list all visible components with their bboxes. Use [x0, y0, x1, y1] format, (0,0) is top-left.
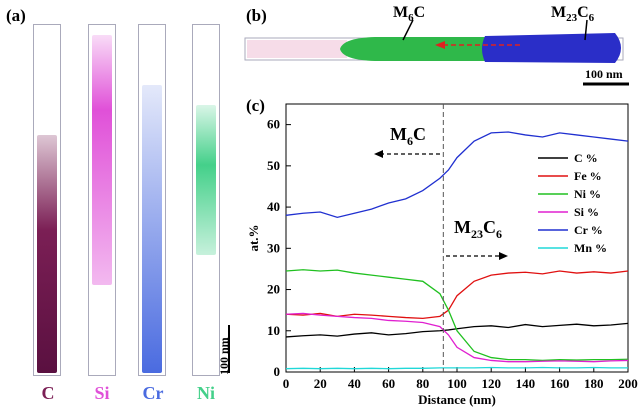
y-axis-label: at.%	[246, 224, 261, 251]
y-tick-label: 20	[267, 282, 280, 297]
b-m6c-region	[340, 37, 495, 61]
b-m23c6-region	[482, 33, 621, 63]
series-line-si	[285, 312, 629, 363]
y-tick-label: 0	[274, 364, 281, 379]
y-tick-label: 10	[267, 323, 280, 338]
b-m6c-pointer	[402, 19, 414, 41]
x-tick-label: 120	[481, 376, 501, 391]
b-m6c-label: M6C	[393, 4, 425, 24]
c-m23c6-arrow-head	[499, 252, 508, 260]
series-line-cr	[285, 131, 629, 219]
y-tick-label: 30	[267, 240, 280, 255]
x-tick-label: 180	[584, 376, 604, 391]
a-scale-label: 100 nm	[217, 337, 231, 375]
legend-label: Cr %	[574, 223, 603, 237]
panel-b-label: (b)	[246, 6, 267, 25]
ni-element-label: Ni	[197, 383, 215, 403]
b-profile-arrow-head	[435, 41, 445, 49]
c-m23c6-annotation: M23C6	[454, 217, 502, 241]
si-element-label: Si	[94, 383, 110, 403]
x-tick-label: 140	[516, 376, 536, 391]
x-tick-label: 100	[447, 376, 467, 391]
cr-density-fill	[142, 85, 162, 373]
si-map-column	[88, 24, 116, 376]
b-matrix-region	[247, 40, 347, 58]
si-density-fill	[92, 35, 112, 285]
c-m6c-arrow-head	[374, 150, 383, 158]
legend: C % Fe % Ni % Si % Cr % Mn %	[538, 151, 607, 255]
x-tick-label: 60	[382, 376, 395, 391]
axis-ticks: 0 20 40 60 80 100 120 140 160 180 200 0 10 20 30 40 50 60	[267, 117, 638, 391]
x-tick-label: 0	[283, 376, 290, 391]
plot-frame	[285, 103, 629, 373]
c-map-column	[33, 24, 61, 376]
b-m23c6-label: M23C6	[551, 4, 595, 24]
b-m23c6-pointer	[584, 19, 588, 41]
x-tick-label: 80	[416, 376, 429, 391]
x-axis-label: Distance (nm)	[418, 392, 496, 407]
y-tick-label: 40	[267, 199, 280, 214]
legend-label: Ni %	[574, 187, 601, 201]
ni-map-column	[192, 24, 220, 376]
legend-label: C %	[574, 151, 598, 165]
y-tick-label: 60	[267, 117, 280, 132]
legend-label: Fe %	[574, 169, 602, 183]
c-m6c-annotation: M6C	[390, 124, 426, 148]
panel-b-reconstruction: M6C M23C6 100 nm	[244, 4, 629, 86]
series-line-fe	[285, 270, 629, 320]
x-tick-label: 160	[550, 376, 570, 391]
x-tick-label: 200	[618, 376, 638, 391]
cr-element-label: Cr	[142, 383, 164, 403]
legend-label: Mn %	[574, 241, 607, 255]
ni-density-fill	[196, 105, 216, 255]
legend-label: Si %	[574, 205, 599, 219]
cr-map-column	[138, 24, 166, 376]
profile-chart: 0 20 40 60 80 100 120 140 160 180 200 0 10 20 30 40 50 60…	[246, 103, 638, 407]
series-line-ni	[285, 269, 629, 362]
panel-a-label: (a)	[6, 6, 26, 25]
y-tick-label: 50	[267, 158, 280, 173]
series-line-mn	[285, 366, 628, 370]
c-element-label: C	[41, 383, 55, 403]
x-tick-label: 40	[348, 376, 361, 391]
a-scale-bar	[228, 325, 230, 373]
panel-c-label: (c)	[246, 96, 265, 115]
series-lines	[285, 131, 629, 370]
c-density-fill	[37, 135, 57, 373]
series-line-c	[285, 322, 629, 338]
b-scale-label: 100 nm	[585, 67, 623, 81]
x-tick-label: 20	[314, 376, 327, 391]
